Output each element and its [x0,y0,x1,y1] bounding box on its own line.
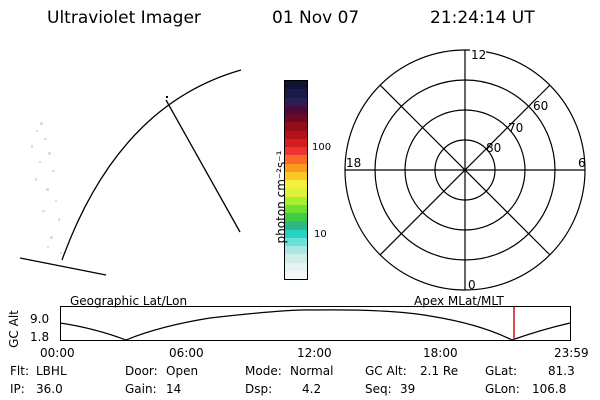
colorbar-segment [285,180,307,189]
altitude-curve [60,309,571,341]
lat-label-80: 80 [486,141,501,155]
colorbar-segment [285,105,307,114]
colorbar-segment [285,89,307,98]
timeline-left-label: Geographic Lat/Lon [70,294,188,308]
status-ip-label: IP: [10,382,25,396]
status-gcalt-label: GC Alt: [365,364,407,378]
terminator-line [19,257,107,276]
polar-plot: 12 18 6 0 60 70 80 [344,47,586,292]
colorbar-segment [285,97,307,106]
status-dsp-value: 4.2 [302,382,322,396]
lat-label-60: 60 [533,99,548,113]
colorbar-segment [285,163,307,172]
timeline-xtick-0000: 00:00 [40,346,75,360]
timeline-xtick-1200: 12:00 [297,346,332,360]
limb-arc [61,69,242,261]
colorbar-tick-100: 100 [312,142,332,153]
colorbar-segment [285,171,307,180]
colorbar-segment [285,130,307,139]
colorbar-segment [285,122,307,131]
status-mode-value: Normal [290,364,334,378]
status-seq-label: Seq: [365,382,392,396]
status-mode-label: Mode: [245,364,282,378]
status-glon-label: GLon: [485,382,520,396]
timeline-right-label: Apex MLat/MLT [414,294,504,308]
status-flt-label: Flt: [10,364,29,378]
polar-diagonal-2 [379,84,551,256]
clock-label-12: 12 [471,48,486,62]
status-door-label: Door: [125,364,158,378]
timeline-xtick-2359: 23:59 [554,346,589,360]
colorbar-segment [285,246,307,255]
colorbar-segment [285,213,307,222]
status-glon-value: 106.8 [532,382,567,396]
status-door-value: Open [166,364,199,378]
colorbar-segment [285,114,307,123]
emission-speckles [31,122,62,254]
colorbar-segment [285,188,307,197]
colorbar-segment [285,204,307,213]
timeline-ytick-high: 9.0 [30,312,50,326]
meridian-line [165,99,241,233]
timeline-axis-title: GC Alt [7,310,21,348]
colorbar-segment [285,155,307,164]
colorbar-segment [285,81,307,90]
altitude-timeline-plot [60,306,571,341]
status-gain-label: Gain: [125,382,157,396]
uv-image-panel [19,69,242,276]
clock-label-18: 18 [346,156,361,170]
status-glat-label: GLat: [485,364,518,378]
window-title: Ultraviolet Imager [47,8,201,28]
clock-label-0: 0 [468,278,476,292]
colorbar-segment [285,221,307,230]
time-label: 21:24:14 UT [430,8,535,28]
timeline-xtick-1800: 18:00 [423,346,458,360]
colorbar-segment [285,254,307,263]
colorbar-unit-label: photon cm⁻²s⁻¹ [274,150,288,244]
colorbar-segment [285,138,307,147]
marker-dot [166,96,168,98]
colorbar-segment [285,147,307,156]
status-gain-value: 14 [166,382,182,396]
colorbar-segment [285,262,307,271]
status-seq-value: 39 [400,382,416,396]
colorbar-segment [285,229,307,238]
status-gcalt-value: 2.1 Re [420,364,459,378]
clock-label-6: 6 [578,156,586,170]
colorbar-segment [285,196,307,205]
status-dsp-label: Dsp: [245,382,273,396]
timeline-ytick-low: 1.8 [30,330,50,344]
timeline-xtick-0600: 06:00 [169,346,204,360]
colorbar-tick-10: 10 [314,229,327,240]
status-ip-value: 36.0 [36,382,63,396]
color-scale-bar [284,80,308,280]
colorbar-segment [285,237,307,246]
colorbar-segment [285,270,307,279]
status-glat-value: 81.3 [548,364,575,378]
status-flt-value: LBHL [36,364,67,378]
date-label: 01 Nov 07 [272,8,360,28]
lat-label-70: 70 [508,121,523,135]
